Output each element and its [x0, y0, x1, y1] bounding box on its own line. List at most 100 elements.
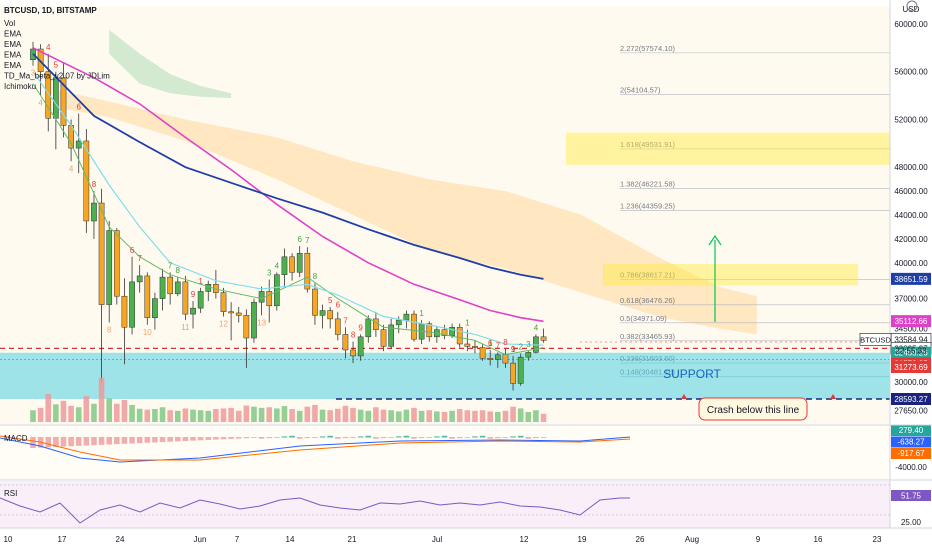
fib-label-2.272: 2.272(57574.10): [620, 44, 676, 53]
td-count-green: 1: [511, 345, 516, 354]
candle: [357, 334, 364, 361]
macd-value-label: 279.40: [899, 426, 924, 435]
volume-bar: [251, 406, 257, 422]
indicator-legend-item[interactable]: Vol: [4, 19, 15, 28]
macd-histogram-bar: [487, 437, 493, 439]
candle: [152, 292, 158, 330]
macd-histogram-bar: [388, 437, 394, 438]
macd-histogram-bar: [121, 437, 128, 444]
ema-green-line: [32, 83, 544, 356]
candle: [494, 352, 501, 368]
volume-bar: [205, 410, 212, 422]
volume-bar: [182, 408, 189, 422]
macd-histogram-bar: [83, 437, 90, 446]
crash-arrow-right-icon: [830, 394, 836, 399]
indicator-legend-item[interactable]: TD_Ma_beta_v2.07 by JDLim: [4, 72, 110, 81]
bar-countdown: 22:55:33: [895, 346, 927, 355]
rsi-value-tag: [891, 490, 931, 501]
td-count-orange: 10: [143, 328, 152, 337]
td-count-green: 3: [526, 340, 531, 349]
candle-body: [350, 349, 356, 357]
settings-gear-icon[interactable]: [906, 0, 918, 12]
price-tag: [891, 272, 931, 285]
volume-bar: [152, 409, 158, 422]
volume-bar: [449, 410, 455, 422]
candle-body: [45, 71, 52, 119]
price-tick-label: 27650.00: [894, 406, 928, 415]
macd-histogram-bar: [327, 435, 333, 438]
candle-body: [517, 356, 524, 384]
candle-body: [83, 140, 90, 222]
candle-body: [441, 329, 448, 336]
volume-bar: [197, 410, 204, 422]
candle-body: [373, 318, 379, 330]
candle-body: [159, 276, 166, 299]
volume-bar: [342, 405, 349, 422]
volume-bar: [525, 411, 532, 422]
td-count-red: 6: [130, 246, 135, 255]
volume-bar: [53, 404, 59, 422]
candle-body: [289, 256, 295, 273]
macd-histogram-bar: [205, 437, 212, 440]
macd-histogram-bar: [220, 437, 227, 440]
indicator-legend-item[interactable]: EMA: [4, 40, 22, 49]
candle-body: [136, 275, 143, 283]
macd-histogram-bar: [114, 437, 120, 445]
candle-body: [266, 291, 273, 307]
volume-bar: [30, 410, 36, 422]
candle-body: [190, 307, 196, 315]
indicator-legend-item[interactable]: EMA: [4, 51, 22, 60]
volume-bar: [45, 394, 52, 422]
td-count-orange: 4: [38, 99, 43, 108]
volume-bar: [83, 396, 90, 422]
candle: [449, 323, 455, 339]
indicator-legend-item[interactable]: EMA: [4, 61, 22, 70]
indicator-legend-item[interactable]: EMA: [4, 30, 22, 39]
candle-body: [304, 252, 311, 290]
volume-bar: [68, 405, 74, 422]
td-count-red: 8: [351, 331, 356, 340]
macd-histogram-bar: [502, 437, 509, 438]
price-tag-label: 28593.27: [894, 395, 928, 404]
rsi-value-label: 51.75: [901, 492, 922, 501]
price-tick-label: 34500.00: [894, 324, 928, 333]
td-count-red: 9: [358, 323, 363, 332]
volume-bar: [167, 410, 173, 422]
candle: [533, 334, 539, 354]
price-tick-label: 48000.00: [894, 163, 928, 172]
macd-histogram-bar: [167, 437, 173, 442]
macd-histogram-bar: [289, 435, 295, 438]
rsi-label: RSI: [4, 489, 17, 498]
price-tag-label: 38651.59: [894, 275, 928, 284]
macd-line: [0, 436, 631, 463]
candle-body: [403, 313, 410, 321]
candle-body: [502, 354, 509, 364]
td-count-red: 7: [343, 316, 348, 325]
macd-histogram-bar: [434, 436, 440, 438]
volume-bar: [136, 408, 143, 422]
macd-value-tag: [891, 448, 931, 459]
candle: [258, 286, 265, 316]
indicator-legend-item[interactable]: Ichimoku: [4, 82, 36, 91]
volume-bar: [190, 409, 196, 422]
volume-bar: [281, 406, 288, 422]
rsi-scale-label: 25.00: [901, 518, 922, 527]
volume-bar: [98, 377, 105, 422]
volume-bar: [441, 411, 448, 422]
price-tag: [891, 315, 931, 328]
time-tick-label: 26: [636, 535, 645, 544]
candle: [83, 129, 90, 233]
td-count-red: 4: [46, 43, 51, 52]
volume-bar: [380, 409, 387, 422]
macd-histogram-bar: [106, 437, 112, 445]
td-count-green: 6: [297, 235, 302, 244]
macd-histogram-bar: [525, 437, 532, 439]
volume-bar: [426, 410, 433, 422]
candle-body: [327, 310, 334, 320]
td-count-green: 1: [488, 339, 493, 348]
macd-histogram-bar: [98, 437, 105, 445]
candle-body: [53, 77, 59, 119]
price-tag: [891, 346, 931, 359]
candle-body: [174, 281, 181, 295]
